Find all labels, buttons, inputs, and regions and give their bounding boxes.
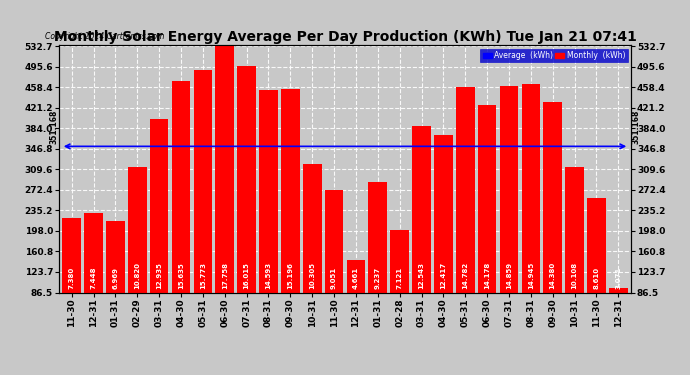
Bar xyxy=(543,102,562,340)
Legend: Average  (kWh), Monthly  (kWh): Average (kWh), Monthly (kWh) xyxy=(480,49,627,62)
Text: 9.237: 9.237 xyxy=(375,267,381,290)
Text: 12.417: 12.417 xyxy=(440,262,446,290)
Text: 14.782: 14.782 xyxy=(462,262,469,290)
Text: 351.168: 351.168 xyxy=(631,109,640,144)
Text: 7.448: 7.448 xyxy=(90,267,97,290)
Bar xyxy=(281,88,299,340)
Text: 14.178: 14.178 xyxy=(484,262,490,290)
Bar xyxy=(368,182,387,340)
Bar xyxy=(215,46,234,340)
Text: 10.108: 10.108 xyxy=(571,262,578,290)
Bar xyxy=(346,261,365,340)
Bar xyxy=(500,86,518,340)
Text: 10.305: 10.305 xyxy=(309,262,315,290)
Text: 3.071: 3.071 xyxy=(615,267,621,290)
Bar xyxy=(609,288,627,340)
Text: 14.380: 14.380 xyxy=(550,262,555,290)
Text: 6.969: 6.969 xyxy=(112,267,119,290)
Text: 14.945: 14.945 xyxy=(528,262,534,290)
Text: 10.820: 10.820 xyxy=(135,262,140,290)
Text: 17.758: 17.758 xyxy=(221,262,228,290)
Bar xyxy=(172,81,190,340)
Text: 7.380: 7.380 xyxy=(69,267,75,290)
Bar xyxy=(84,213,103,340)
Bar xyxy=(106,221,125,340)
Bar xyxy=(63,218,81,340)
Bar xyxy=(412,126,431,340)
Bar xyxy=(237,66,256,340)
Bar xyxy=(194,70,213,340)
Bar xyxy=(391,230,409,340)
Text: 7.121: 7.121 xyxy=(397,267,403,290)
Text: 15.635: 15.635 xyxy=(178,263,184,290)
Text: 351.168: 351.168 xyxy=(50,109,59,144)
Text: 15.196: 15.196 xyxy=(287,262,293,290)
Text: 8.610: 8.610 xyxy=(593,267,600,290)
Bar xyxy=(522,84,540,340)
Bar xyxy=(456,87,475,340)
Text: 16.015: 16.015 xyxy=(244,262,250,290)
Text: 14.859: 14.859 xyxy=(506,262,512,290)
Text: 12.935: 12.935 xyxy=(156,262,162,290)
Text: 14.593: 14.593 xyxy=(266,262,271,290)
Bar xyxy=(150,119,168,340)
Text: 15.773: 15.773 xyxy=(200,262,206,290)
Text: 12.543: 12.543 xyxy=(419,262,424,290)
Bar xyxy=(325,190,344,340)
Text: 9.051: 9.051 xyxy=(331,267,337,290)
Bar xyxy=(303,164,322,340)
Bar xyxy=(434,135,453,340)
Text: Copyright 2014 Cartronics.com: Copyright 2014 Cartronics.com xyxy=(45,32,164,41)
Bar xyxy=(477,105,496,340)
Bar xyxy=(565,167,584,340)
Bar xyxy=(259,90,278,340)
Bar xyxy=(587,198,606,340)
Bar xyxy=(128,167,147,340)
Title: Monthly Solar Energy Average Per Day Production (KWh) Tue Jan 21 07:41: Monthly Solar Energy Average Per Day Pro… xyxy=(54,30,636,44)
Text: 4.661: 4.661 xyxy=(353,267,359,290)
